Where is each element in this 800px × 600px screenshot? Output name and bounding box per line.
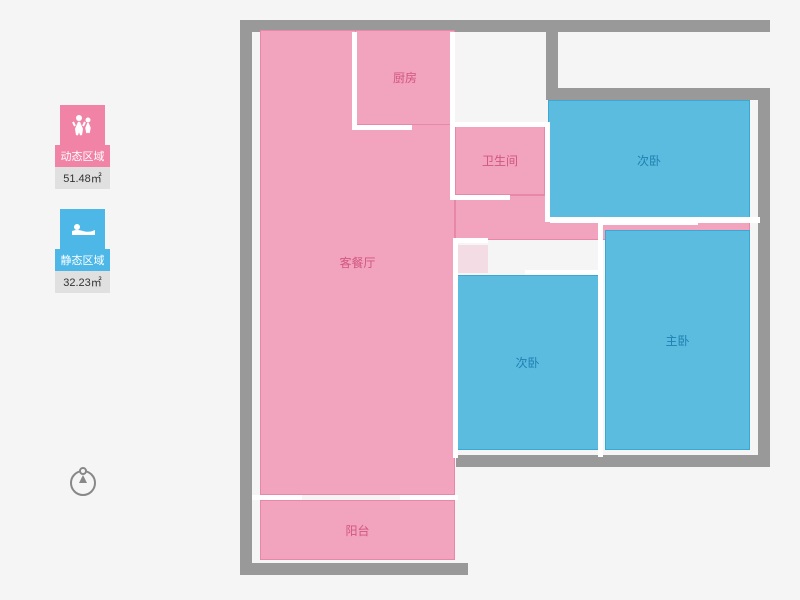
door-bedroom2b	[458, 245, 488, 273]
wall-hall-master	[598, 220, 603, 275]
room-master: 主卧	[605, 230, 750, 450]
legend-static: 静态区域 32.23㎡	[55, 209, 110, 293]
wall-top-right	[546, 88, 770, 100]
wall-bathroom-left	[450, 32, 455, 197]
wall-bathroom-top	[450, 122, 550, 127]
label-bedroom2a: 次卧	[637, 152, 661, 169]
wall-balcony-top	[252, 495, 302, 500]
label-bathroom: 卫生间	[482, 152, 518, 169]
legend-static-label: 静态区域	[55, 249, 110, 271]
label-bedroom2b: 次卧	[515, 354, 539, 371]
wall-right-bottom	[240, 460, 252, 575]
people-icon	[60, 105, 105, 145]
label-balcony: 阳台	[345, 522, 369, 539]
wall-step	[546, 20, 558, 100]
wall-right	[758, 88, 770, 465]
label-master: 主卧	[665, 332, 689, 349]
room-bathroom: 卫生间	[455, 125, 545, 195]
label-living: 客餐厅	[339, 254, 375, 271]
room-bedroom2a: 次卧	[548, 100, 750, 220]
wall-bed2a-bottom	[550, 217, 760, 223]
room-balcony: 阳台	[260, 500, 455, 560]
room-bedroom2b: 次卧	[455, 275, 600, 450]
wall-bed-sep	[598, 270, 603, 457]
wall-kitchen-bottom	[352, 125, 412, 130]
wall-kitchen-left	[352, 32, 357, 127]
wall-bathroom-bottom	[450, 195, 510, 200]
wall-balcony-top2	[400, 495, 458, 500]
label-kitchen: 厨房	[393, 69, 417, 86]
wall-bottom-mid	[456, 455, 770, 467]
floorplan: 客餐厅 厨房 卫生间 阳台 次卧 次卧 主卧	[240, 20, 770, 580]
room-kitchen: 厨房	[355, 30, 455, 125]
sleep-icon	[60, 209, 105, 249]
wall-hall-bottom	[453, 238, 488, 243]
wall-bed2b-top	[525, 270, 603, 275]
wall-bathroom-right	[545, 122, 550, 222]
legend-dynamic: 动态区域 51.48㎡	[55, 105, 110, 189]
legend-panel: 动态区域 51.48㎡ 静态区域 32.23㎡	[55, 105, 110, 313]
legend-dynamic-value: 51.48㎡	[55, 167, 110, 189]
compass-icon	[70, 470, 96, 496]
wall-bottom-left	[240, 563, 468, 575]
legend-static-value: 32.23㎡	[55, 271, 110, 293]
legend-dynamic-label: 动态区域	[55, 145, 110, 167]
